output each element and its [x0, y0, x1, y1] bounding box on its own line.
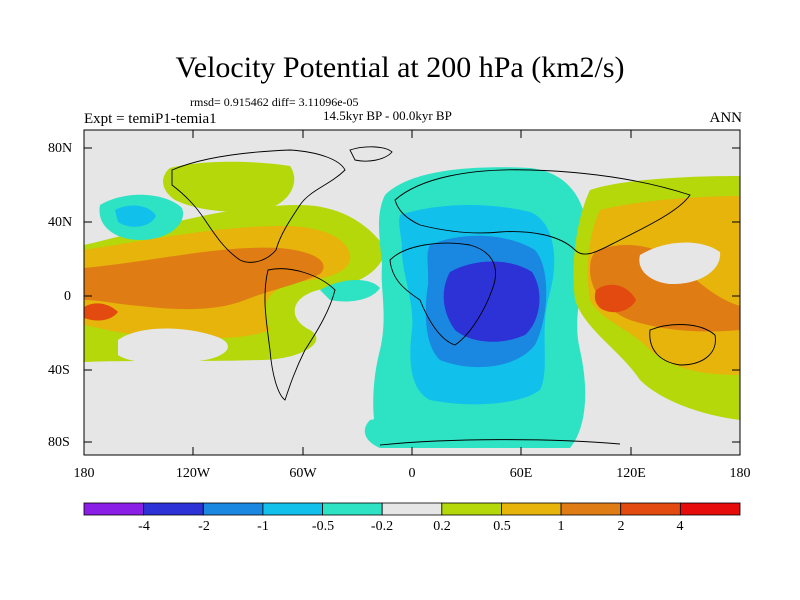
contour-2-east [594, 284, 636, 313]
lat-label-40n: 40N [48, 215, 73, 230]
colorbar-segment [679, 502, 741, 516]
southern-ocean-band [364, 413, 575, 448]
africa-outline [389, 242, 496, 346]
experiment-label: Expt = temiP1-temia1 [84, 111, 217, 127]
colorbar-segment [560, 502, 622, 516]
lon-label-180e: 180 [729, 466, 751, 481]
lat-label-80s: 80S [48, 435, 70, 450]
lon-label-0: 0 [408, 466, 416, 481]
lat-label-80n: 80N [48, 141, 73, 156]
antarctica-outline [379, 439, 621, 446]
colorbar-segment [322, 502, 383, 516]
axis-ticks [84, 130, 740, 455]
colorbar-segment [441, 502, 502, 516]
australia-outline [649, 324, 716, 366]
contour-neg-0p5-north-pacific [115, 205, 156, 227]
lon-label-120w: 120W [175, 466, 211, 481]
north-america-outline [171, 149, 346, 263]
eurasia-outline [394, 169, 691, 255]
lon-label-180w: 180 [73, 466, 95, 481]
figure-title: Velocity Potential at 200 hPa (km2/s) [175, 51, 625, 84]
neutral-pocket-south-atlantic [297, 302, 345, 331]
colorbar-segment [202, 502, 264, 516]
colorbar-label-4: 4 [676, 519, 684, 534]
lon-label-60e: 60E [509, 466, 533, 481]
contour-field [84, 130, 740, 455]
contour-1-east [590, 245, 740, 332]
colorbar-label-0p2: 0.2 [433, 519, 451, 534]
contour-1-west [84, 247, 324, 310]
contour-2-west [84, 303, 118, 321]
lat-label-0: 0 [64, 289, 71, 304]
colorbar-label-neg4: -4 [138, 519, 150, 534]
coastlines [171, 146, 716, 446]
season-label: ANN [709, 110, 743, 126]
colorbar-segment [501, 502, 562, 516]
lat-label-40s: 40S [48, 363, 70, 378]
colorbar-label-neg1: -1 [257, 519, 269, 534]
contour-0p2-north-america [163, 161, 295, 212]
colorbar-segment [262, 502, 323, 516]
colorbar-segment [381, 502, 443, 516]
contour-neg-2-east [443, 261, 540, 342]
greenland-outline [349, 146, 393, 162]
neutral-pocket-south-pacific [118, 328, 228, 364]
colorbar-segment [620, 502, 681, 516]
colorbar-label-neg0p2: -0.2 [370, 519, 394, 534]
colorbar-label-0p5: 0.5 [493, 519, 511, 534]
neutral-pocket-north-pacific [639, 242, 721, 285]
stats-label: rmsd= 0.915462 diff= 3.11096e-05 [190, 95, 359, 109]
contour-neg-0p2-atlantic-tongue [320, 279, 380, 302]
colorbar-segment [143, 502, 204, 516]
colorbar-label-2: 2 [617, 519, 625, 534]
colorbar-label-1: 1 [557, 519, 565, 534]
colorbar [83, 502, 741, 516]
colorbar-label-neg2: -2 [198, 519, 210, 534]
colorbar-segment [83, 502, 145, 516]
colorbar-label-neg0p5: -0.5 [311, 519, 335, 534]
lon-label-60w: 60W [289, 466, 317, 481]
south-america-outline [264, 268, 336, 401]
lon-label-120e: 120E [616, 466, 646, 481]
period-label: 14.5kyr BP - 00.0kyr BP [323, 108, 452, 123]
